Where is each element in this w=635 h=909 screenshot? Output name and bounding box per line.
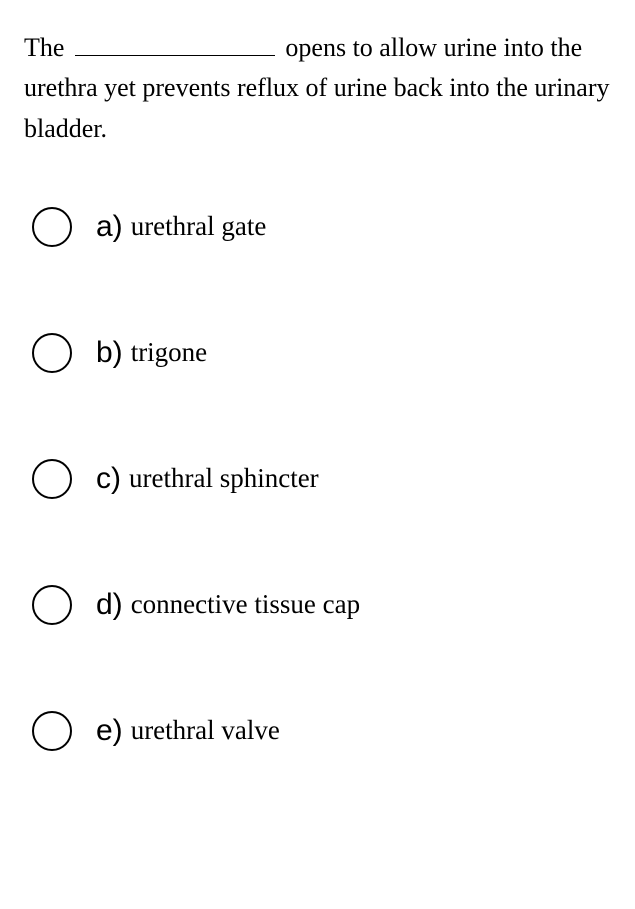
radio-icon[interactable] xyxy=(32,333,72,373)
option-e[interactable]: e) urethral valve xyxy=(32,711,611,751)
option-text: trigone xyxy=(131,337,207,368)
radio-icon[interactable] xyxy=(32,207,72,247)
radio-icon[interactable] xyxy=(32,585,72,625)
radio-icon[interactable] xyxy=(32,459,72,499)
option-text: urethral gate xyxy=(131,211,267,242)
radio-icon[interactable] xyxy=(32,711,72,751)
fill-blank xyxy=(75,30,275,56)
option-letter: c) xyxy=(96,462,121,496)
option-letter: e) xyxy=(96,714,123,748)
option-text: urethral sphincter xyxy=(129,463,319,494)
option-letter: a) xyxy=(96,210,123,244)
options-list: a) urethral gate b) trigone c) urethral … xyxy=(24,207,611,751)
option-d[interactable]: d) connective tissue cap xyxy=(32,585,611,625)
question-prefix: The xyxy=(24,33,64,62)
option-text: urethral valve xyxy=(131,715,280,746)
option-letter: b) xyxy=(96,336,123,370)
option-b[interactable]: b) trigone xyxy=(32,333,611,373)
option-a[interactable]: a) urethral gate xyxy=(32,207,611,247)
question-stem: The opens to allow urine into the urethr… xyxy=(24,28,611,149)
option-letter: d) xyxy=(96,588,123,622)
option-c[interactable]: c) urethral sphincter xyxy=(32,459,611,499)
option-text: connective tissue cap xyxy=(131,589,360,620)
